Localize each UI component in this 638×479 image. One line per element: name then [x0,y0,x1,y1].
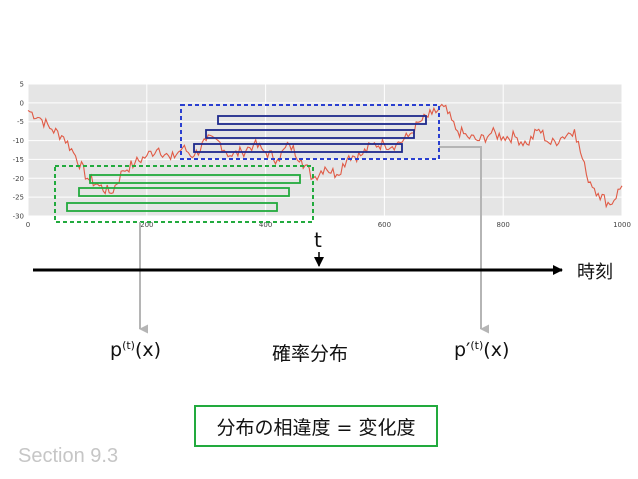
pp-base: p′ [454,339,471,361]
past-window-1 [89,174,301,184]
probability-distribution-label: 確率分布 [272,343,349,365]
past-window-3 [66,202,278,212]
x-tick-label: 600 [378,221,391,229]
p-superscript: (t) [122,339,135,352]
y-tick-label: -10 [13,137,24,145]
y-tick-label: -25 [13,194,24,202]
distribution-difference-text: 分布の相違度 = 変化度 [216,416,416,439]
current-time-label: t [314,228,322,252]
y-tick-label: -20 [13,175,24,183]
x-tick-label: 1000 [613,221,631,229]
recent-distribution-label: p′(t)(x) [454,339,509,361]
pp-argument: (x) [483,339,510,361]
x-tick-label: 400 [259,221,272,229]
recent-window-1 [217,115,427,125]
past-distribution-label: p(t)(x) [110,339,161,361]
y-tick-label: 5 [20,81,24,89]
time-series-line [27,103,623,209]
past-window-dashed-box [54,165,314,223]
p-base: p [110,339,123,361]
past-window-2 [78,187,290,197]
recent-window-3 [193,143,403,153]
x-tick-label: 800 [497,221,510,229]
x-tick-label: 200 [140,221,153,229]
pp-superscript: (t) [470,339,484,352]
recent-window-2 [205,129,415,139]
y-axis-ticks: 5 0 -5 -10 -15 -20 -25 -30 [13,81,24,221]
time-axis-label: 時刻 [577,262,613,283]
section-label: Section 9.3 [18,445,119,467]
y-tick-label: 0 [20,99,24,107]
x-tick-label: 0 [26,221,30,229]
y-tick-label: -30 [13,213,24,221]
recent-distribution-connector [439,146,489,334]
recent-window-dashed-box [180,104,440,160]
y-tick-label: -5 [17,118,24,126]
plot-grid [27,83,623,217]
p-argument: (x) [134,339,162,361]
distribution-difference-box: 分布の相違度 = 変化度 [194,405,438,447]
y-tick-label: -15 [13,156,24,164]
x-axis-ticks: 0 200 400 600 800 1000 [26,221,631,229]
